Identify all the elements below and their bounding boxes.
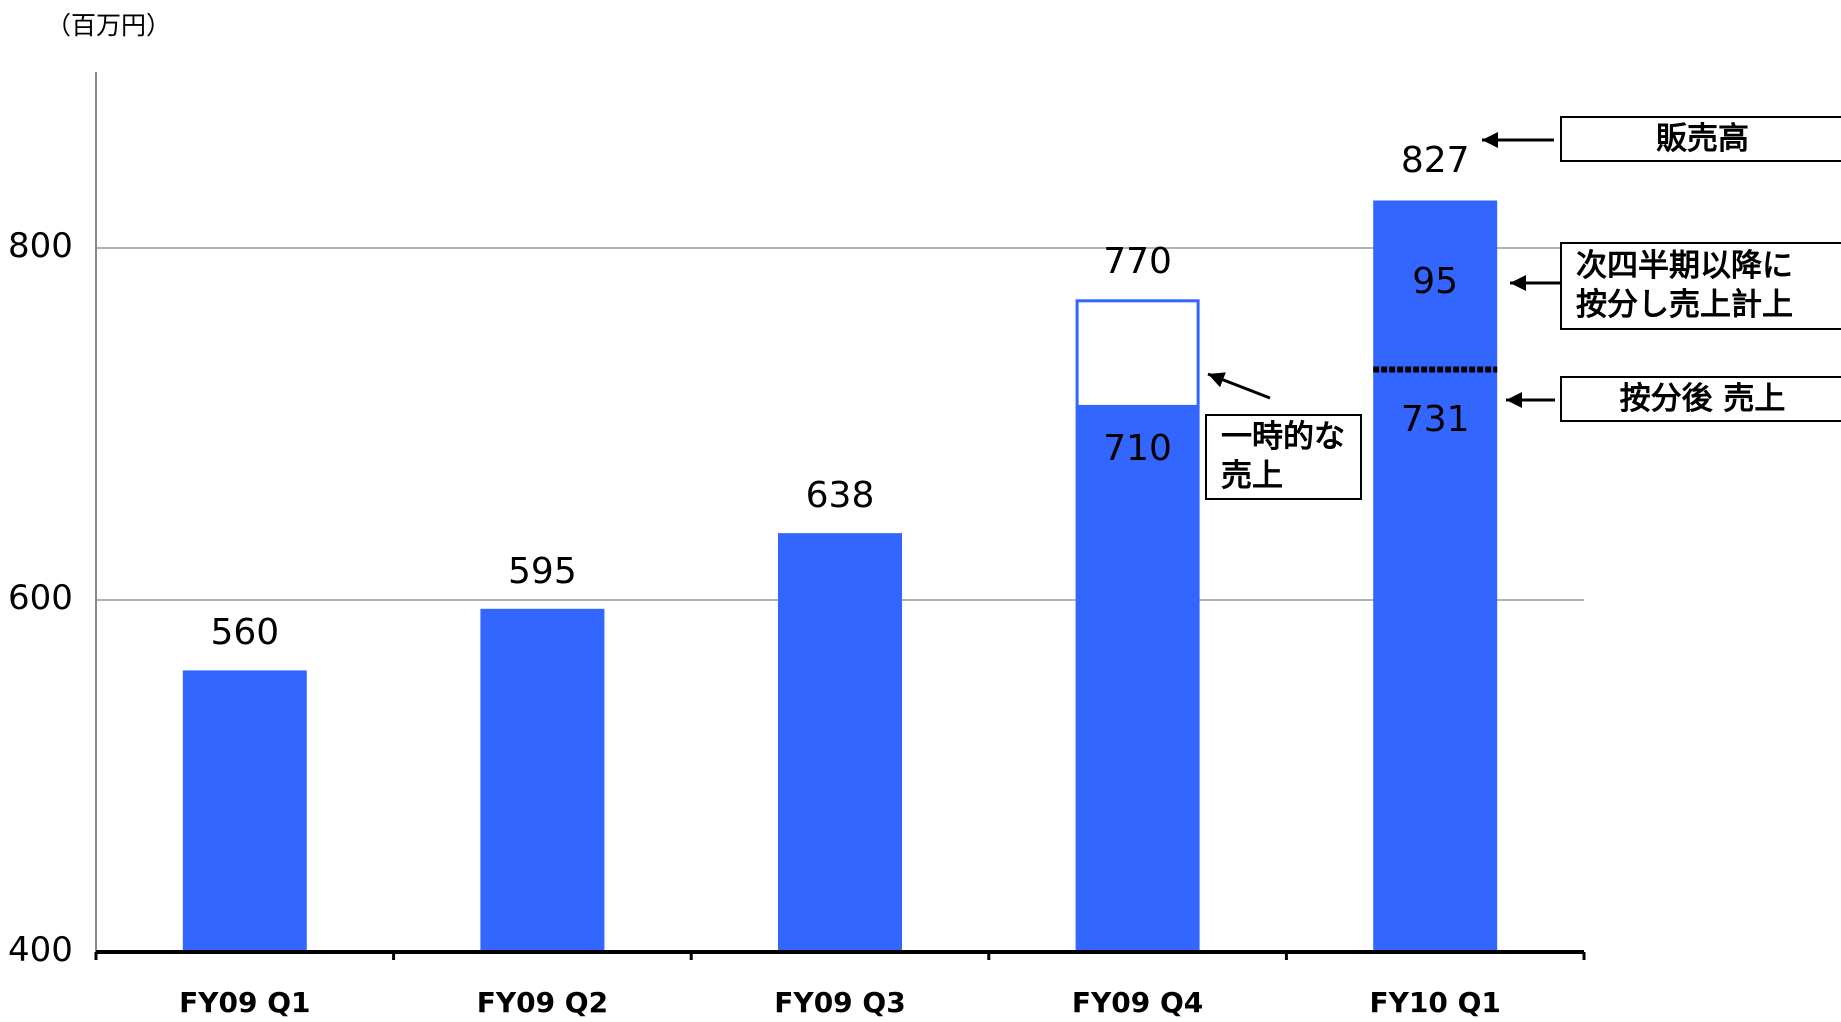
arrow-sales — [1482, 132, 1554, 148]
unit-label: （百万円） — [46, 11, 172, 40]
value-label-base: 731 — [1400, 399, 1470, 441]
x-category-label: FY09 Q3 — [774, 986, 906, 1019]
annotation-after-allocation: 按分後 売上 — [1560, 376, 1841, 422]
y-tick-label: 800 — [8, 226, 73, 266]
axes — [94, 72, 1586, 960]
bar-FY10 Q1 — [1373, 200, 1498, 953]
annotation-sales: 販売高 — [1560, 116, 1841, 162]
bar-FY09 Q1 — [182, 670, 307, 952]
annotation-deferred: 次四半期以降に 按分し売上計上 — [1560, 242, 1841, 330]
x-category-label: FY09 Q1 — [179, 986, 311, 1019]
value-label: 560 — [210, 612, 280, 654]
arrow-temporary — [1207, 372, 1271, 400]
x-category-label: FY09 Q4 — [1071, 986, 1204, 1019]
value-label: 595 — [508, 550, 577, 592]
value-label-total: 770 — [1103, 240, 1172, 282]
arrow-after-allocation — [1506, 392, 1555, 408]
x-category-label: FY09 Q2 — [476, 986, 609, 1019]
bar-FY09 Q2 — [480, 608, 605, 952]
arrow-deferred — [1510, 275, 1560, 291]
bar-FY09 Q3 — [778, 533, 902, 952]
annotation-arrows — [1207, 132, 1560, 408]
value-label-deferred: 95 — [1412, 260, 1459, 302]
y-tick-label: 600 — [8, 578, 73, 618]
x-category-label: FY10 Q1 — [1369, 986, 1501, 1019]
y-tick-label: 400 — [8, 930, 73, 970]
bar-FY09 Q4 — [1075, 406, 1200, 952]
value-label: 638 — [805, 475, 875, 517]
bar-temporary-segment — [1075, 299, 1200, 408]
annotation-temporary: 一時的な 売上 — [1205, 414, 1362, 500]
value-label-base: 710 — [1103, 428, 1172, 470]
bars — [182, 200, 1498, 953]
value-label-total: 827 — [1400, 140, 1470, 182]
